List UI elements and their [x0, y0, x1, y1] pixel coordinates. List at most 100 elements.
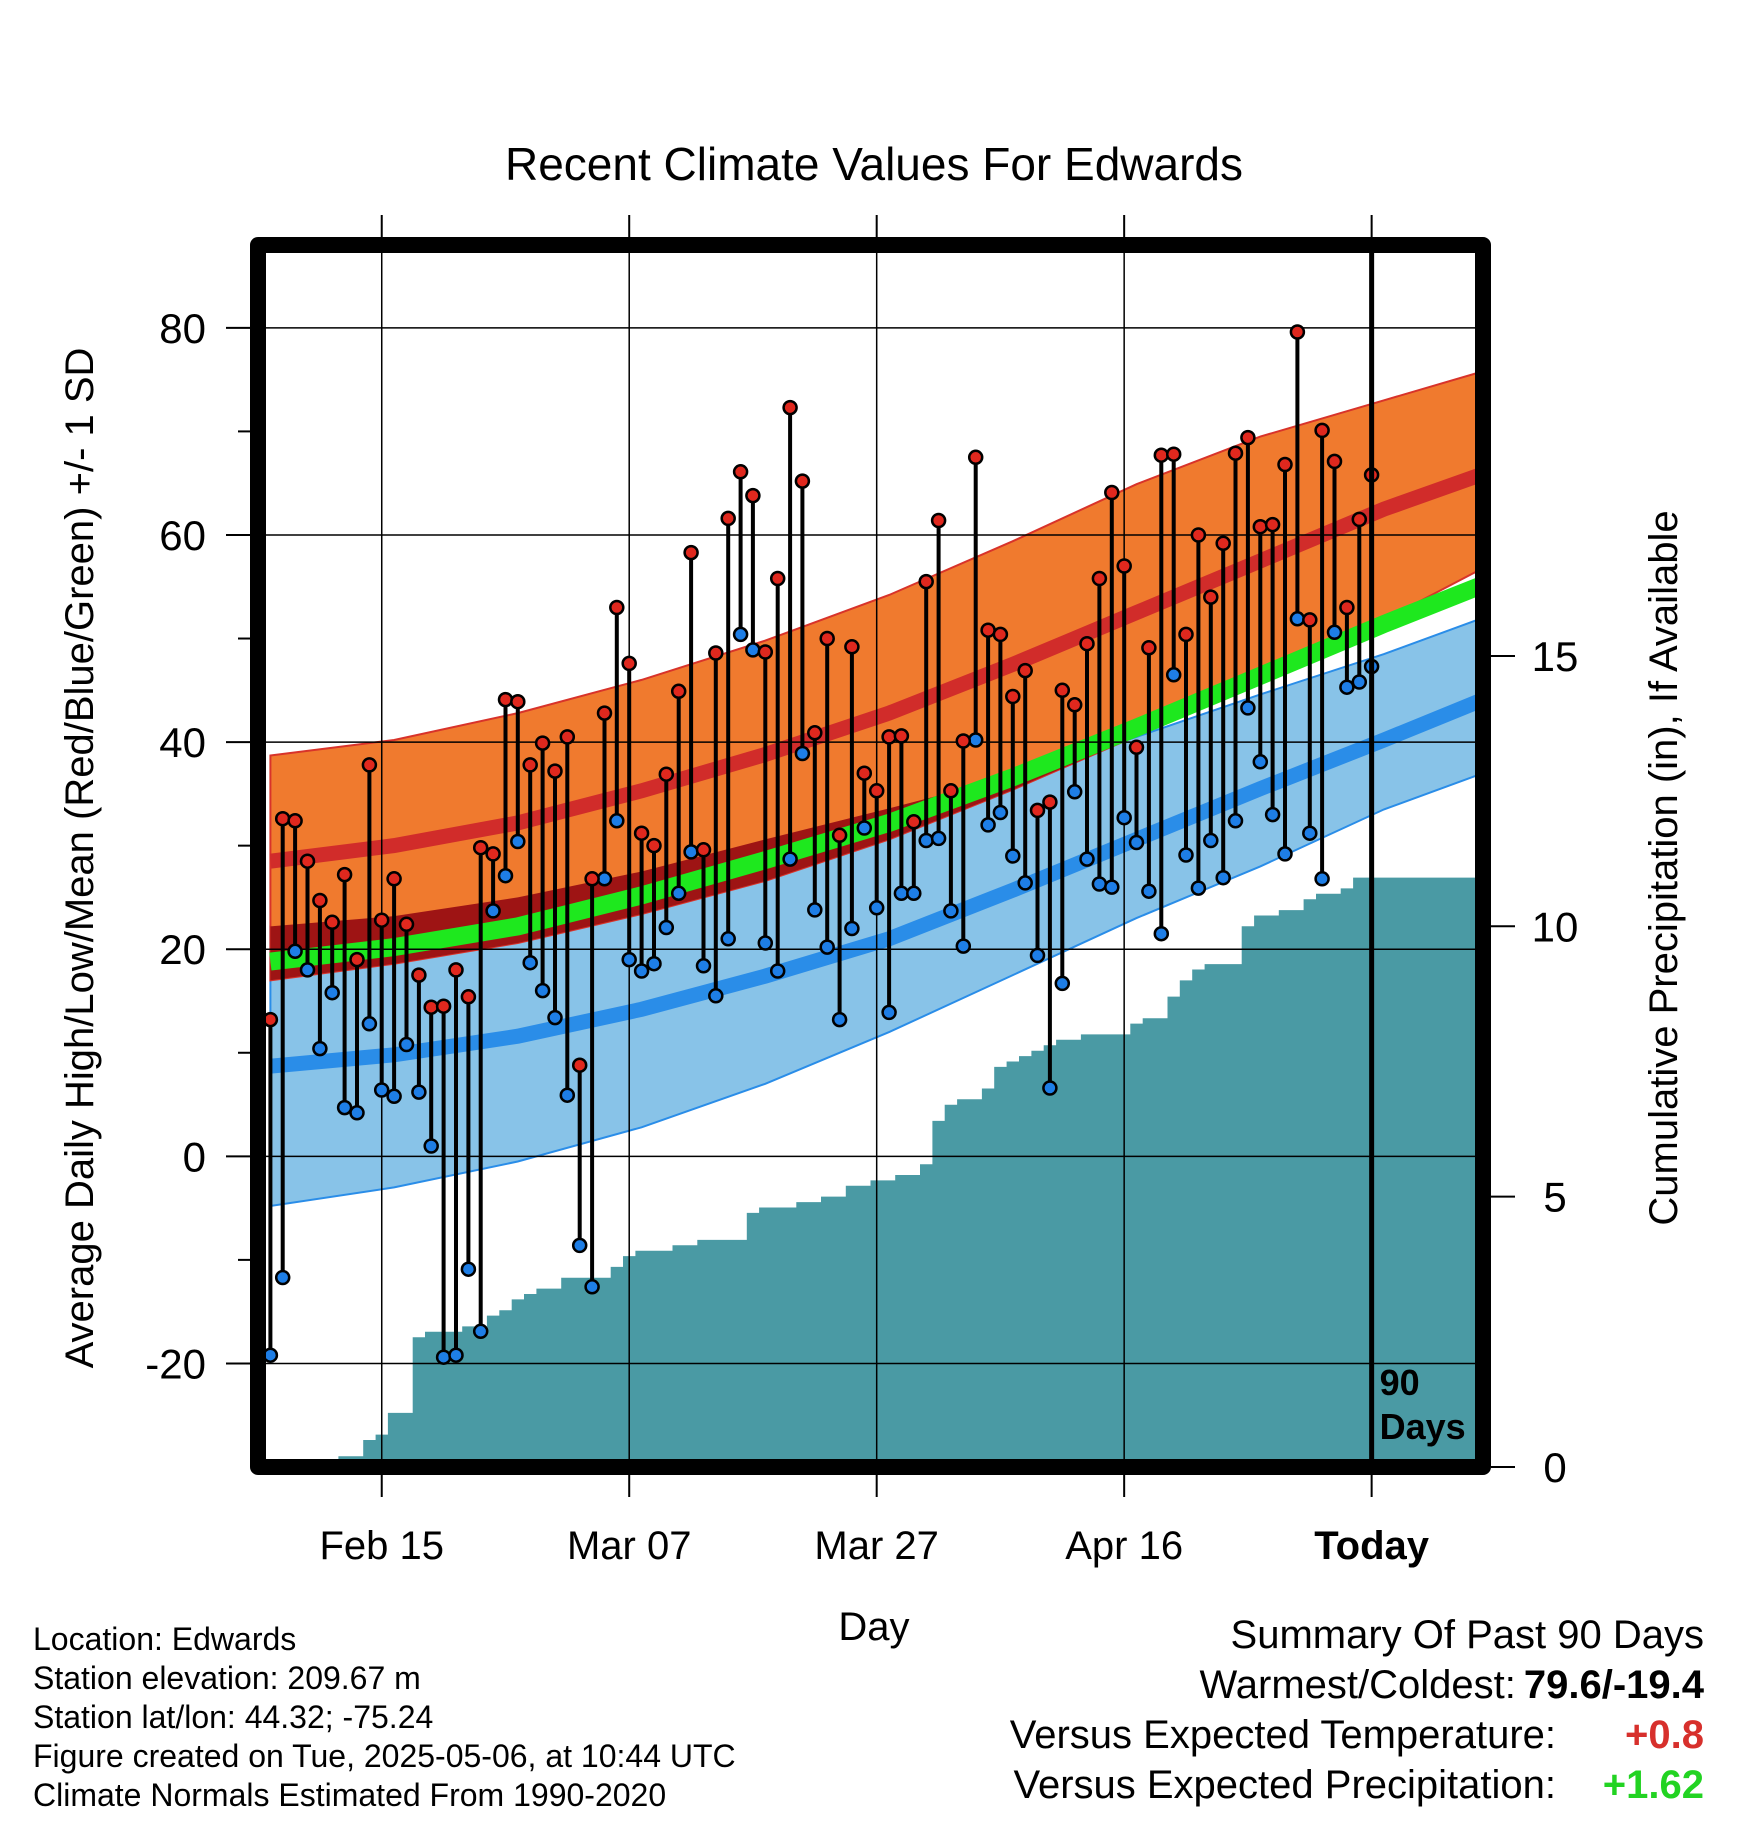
daily-high-point [943, 783, 959, 799]
daily-low-point [571, 1237, 588, 1254]
daily-low-point [1326, 624, 1343, 641]
daily-low-point [386, 1088, 402, 1105]
precip-tick-label: 5 [1543, 1174, 1566, 1221]
x-axis-top [380, 215, 1373, 237]
daily-low-point [1314, 871, 1330, 887]
daily-high-point [646, 837, 662, 854]
daily-high-point [1054, 682, 1071, 699]
daily-high-point [782, 399, 798, 416]
daily-high-point [1252, 518, 1269, 535]
daily-low-point [460, 1261, 477, 1277]
y-axis-right: 0 5 10 15 [1491, 633, 1578, 1491]
daily-low-point [596, 871, 613, 887]
daily-high-point [757, 644, 774, 660]
daily-high-point [708, 645, 724, 661]
daily-low-point [448, 1347, 464, 1363]
daily-low-point [1277, 846, 1293, 862]
daily-low-point [435, 1349, 452, 1365]
daily-high-point [596, 705, 613, 721]
daily-low-point [423, 1138, 439, 1154]
daily-high-point [1029, 802, 1046, 819]
daily-low-point [522, 954, 538, 971]
daily-low-point [1116, 809, 1132, 826]
chart-title: Recent Climate Values For Edwards [505, 138, 1243, 190]
daily-high-point [720, 510, 736, 527]
daily-low-point [1104, 879, 1120, 895]
daily-high-point [435, 998, 452, 1014]
daily-low-point [1240, 700, 1256, 716]
daily-high-point [769, 570, 786, 587]
daily-low-point [510, 833, 526, 850]
daily-high-point [386, 871, 402, 887]
daily-low-point [708, 988, 724, 1004]
daily-high-point [1339, 599, 1355, 616]
daily-low-point [844, 920, 860, 937]
daily-high-point [1351, 511, 1368, 528]
daily-low-point [1227, 813, 1244, 829]
daily-low-point [324, 984, 340, 1001]
daily-high-point [361, 757, 378, 773]
daily-high-point [683, 544, 699, 561]
temp-value: +0.8 [1625, 1713, 1704, 1757]
daily-low-point [398, 1036, 415, 1053]
daily-high-point [1203, 589, 1219, 605]
daily-low-point [1128, 834, 1145, 851]
daily-high-point [448, 962, 464, 978]
daily-low-point [485, 903, 501, 919]
daily-high-point [732, 464, 749, 480]
precip-value: +1.62 [1602, 1763, 1704, 1807]
daily-low-point [621, 951, 637, 968]
daily-low-point [299, 962, 316, 978]
daily-low-point [967, 732, 984, 748]
daily-low-point [757, 935, 774, 951]
daily-low-point [1141, 883, 1157, 899]
daily-high-point [373, 912, 390, 928]
daily-low-point [1339, 679, 1355, 695]
daily-low-point [1153, 925, 1170, 942]
daily-low-point [670, 885, 687, 902]
y-tick-label: 0 [183, 1133, 206, 1180]
daily-high-point [460, 989, 477, 1005]
x-tick-label: Apr 16 [1065, 1524, 1183, 1568]
daily-high-point [1042, 794, 1058, 810]
daily-low-point [1289, 611, 1306, 627]
summary-warm-cold: Warmest/Coldest: 79.6/-19.4 [804, 1660, 1704, 1710]
y-tick-label: 80 [159, 305, 206, 352]
daily-low-point [373, 1082, 390, 1098]
daily-low-point [1264, 806, 1281, 823]
daily-high-point [980, 622, 996, 638]
daily-high-point [472, 839, 489, 856]
daily-high-point [349, 951, 365, 968]
daily-low-point [584, 1279, 600, 1295]
daily-low-point [312, 1040, 328, 1057]
precipitation-area [258, 877, 1483, 1467]
daily-low-point [547, 1009, 563, 1026]
daily-low-point [1005, 848, 1021, 864]
daily-low-point [819, 939, 835, 955]
daily-low-point [1165, 667, 1182, 683]
daily-high-point [1128, 739, 1145, 756]
warm-cold-label: Warmest/Coldest: [1199, 1663, 1516, 1707]
summary-heading: Summary Of Past 90 Days [1230, 1613, 1704, 1657]
daily-low-point [831, 1011, 848, 1028]
daily-low-point [782, 851, 798, 867]
daily-high-point [633, 825, 650, 841]
daily-high-point [1240, 429, 1256, 446]
daily-low-point [1042, 1080, 1058, 1096]
daily-high-point [1264, 516, 1281, 533]
daily-low-point [893, 885, 910, 902]
daily-low-point [472, 1323, 489, 1340]
y-tick-label: 20 [159, 926, 206, 973]
daily-low-point [732, 626, 749, 643]
daily-high-point [893, 728, 910, 744]
daily-high-point [1116, 558, 1132, 574]
daily-low-point [930, 830, 947, 847]
daily-low-point [274, 1269, 291, 1286]
daily-high-point [522, 757, 538, 773]
y-axis-label-left: Average Daily High/Low/Mean (Red/Blue/Gr… [58, 348, 102, 1369]
precip-tick-label: 10 [1532, 903, 1579, 950]
daily-low-point [287, 943, 303, 960]
daily-low-point [943, 903, 959, 919]
daily-low-point [955, 938, 972, 954]
